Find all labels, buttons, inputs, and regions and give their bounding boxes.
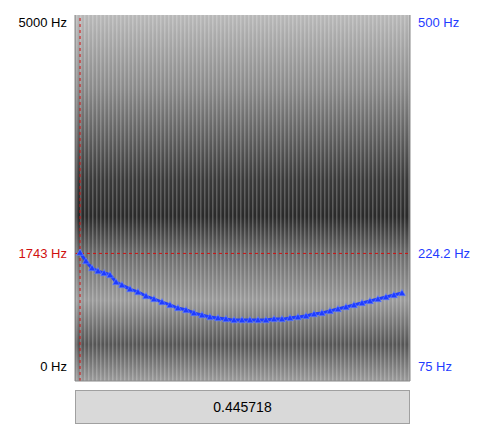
html-text:0.445718: 0.445718 bbox=[213, 399, 272, 415]
svg-text:1743 Hz: 1743 Hz bbox=[19, 246, 67, 261]
svg-text:5000 Hz: 5000 Hz bbox=[19, 15, 67, 30]
svg-text:0 Hz: 0 Hz bbox=[40, 359, 67, 374]
svg-text:500 Hz: 500 Hz bbox=[418, 15, 459, 30]
svg-text:75 Hz: 75 Hz bbox=[418, 359, 452, 374]
svg-text:224.2 Hz: 224.2 Hz bbox=[418, 246, 470, 261]
